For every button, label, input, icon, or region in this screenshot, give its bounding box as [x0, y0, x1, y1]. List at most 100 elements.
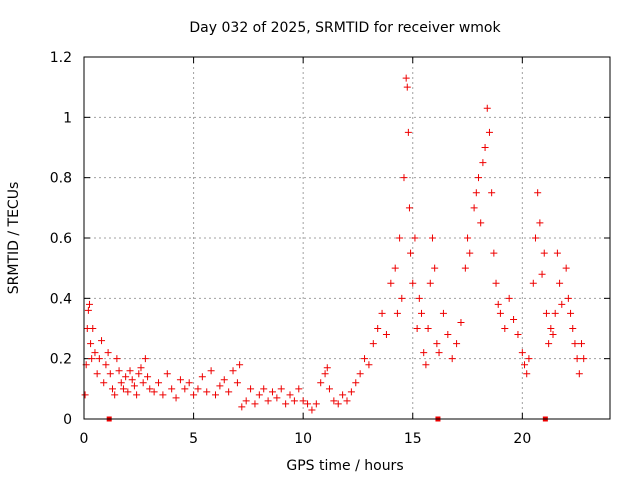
- data-point: [361, 355, 369, 363]
- data-point: [150, 388, 158, 396]
- data-point: [304, 400, 312, 408]
- data-point: [168, 385, 176, 393]
- data-point: [529, 279, 537, 287]
- data-point: [521, 361, 529, 369]
- data-point: [382, 331, 390, 339]
- data-point: [299, 397, 307, 405]
- data-point: [523, 370, 531, 378]
- data-point: [418, 309, 426, 317]
- x-tick-labels: 0 5 10 15 20: [80, 431, 532, 447]
- data-point: [564, 294, 572, 302]
- data-point: [424, 325, 432, 332]
- data-point: [212, 391, 219, 399]
- data-point: [448, 355, 456, 363]
- data-point: [100, 379, 108, 387]
- data-point: [139, 379, 147, 387]
- data-point: [540, 249, 548, 257]
- data-point: [492, 279, 500, 287]
- data-point: [312, 400, 320, 408]
- data-point: [146, 385, 154, 393]
- y-tick-label: 1.2: [50, 50, 72, 66]
- data-point: [95, 355, 103, 363]
- data-point: [400, 174, 408, 182]
- x-tick-label: 15: [404, 431, 422, 447]
- data-point: [220, 376, 228, 384]
- data-point: [413, 325, 421, 332]
- data-point: [144, 373, 152, 381]
- grid-lines: [83, 56, 610, 420]
- data-point: [290, 397, 298, 405]
- data-point: [255, 391, 263, 399]
- y-tick-labels: 0 0.2 0.4 0.6 0.8 1 1.2: [50, 50, 72, 428]
- data-point: [128, 376, 136, 384]
- data-point: [242, 397, 250, 405]
- y-tick-label: 0.4: [50, 291, 72, 307]
- data-point: [84, 306, 92, 314]
- y-tick-label: 0: [63, 412, 72, 428]
- data-point: [405, 204, 413, 212]
- data-point: [420, 349, 428, 357]
- data-point: [466, 249, 474, 257]
- data-point: [505, 294, 513, 302]
- data-point: [91, 349, 99, 357]
- data-point: [415, 294, 423, 302]
- data-point: [475, 174, 482, 182]
- data-point: [501, 325, 509, 332]
- data-point: [321, 370, 329, 378]
- data-point: [426, 279, 434, 287]
- data-point: [525, 355, 533, 363]
- data-point: [556, 279, 564, 287]
- data-point: [510, 315, 518, 323]
- data-point: [273, 394, 281, 402]
- data-point: [85, 300, 93, 308]
- data-point: [247, 385, 255, 393]
- data-point: [108, 385, 116, 393]
- data-point: [87, 340, 95, 348]
- data-point: [286, 391, 294, 399]
- data-point: [260, 385, 268, 393]
- data-point: [483, 104, 491, 112]
- data-point: [479, 159, 487, 167]
- data-point: [428, 234, 436, 242]
- data-point: [251, 400, 259, 408]
- data-point: [403, 83, 411, 91]
- data-point: [444, 331, 452, 339]
- data-point: [89, 325, 97, 332]
- data-point: [133, 391, 141, 399]
- data-point: [439, 309, 447, 317]
- data-point: [374, 325, 382, 332]
- data-point: [518, 349, 526, 357]
- data-point: [422, 361, 430, 369]
- data-point: [295, 385, 303, 393]
- data-point: [558, 300, 566, 308]
- data-point: [216, 382, 224, 390]
- x-tick-label: 10: [294, 431, 312, 447]
- chart-title: Day 032 of 2025, SRMTID for receiver wmo…: [189, 20, 501, 36]
- data-point: [198, 373, 206, 381]
- data-point: [317, 379, 325, 387]
- data-point: [119, 385, 127, 393]
- data-point: [233, 379, 241, 387]
- data-point: [81, 391, 89, 399]
- data-point: [553, 249, 561, 257]
- data-point: [407, 249, 415, 257]
- data-point: [494, 300, 502, 308]
- data-point: [398, 294, 406, 302]
- data-point: [93, 370, 101, 378]
- data-point: [547, 325, 555, 332]
- data-point: [347, 388, 355, 396]
- y-axis-label: SRMTID / TECUs: [6, 182, 22, 295]
- data-point: [155, 379, 163, 387]
- data-point: [378, 309, 386, 317]
- data-point: [578, 340, 586, 348]
- data-points: [81, 74, 588, 422]
- data-point: [126, 367, 134, 375]
- data-point: [567, 309, 575, 317]
- data-point: [562, 264, 570, 272]
- plot-frame: [83, 56, 611, 420]
- data-point: [404, 128, 412, 136]
- data-point: [580, 355, 588, 363]
- data-point: [115, 367, 123, 375]
- data-point: [122, 373, 130, 381]
